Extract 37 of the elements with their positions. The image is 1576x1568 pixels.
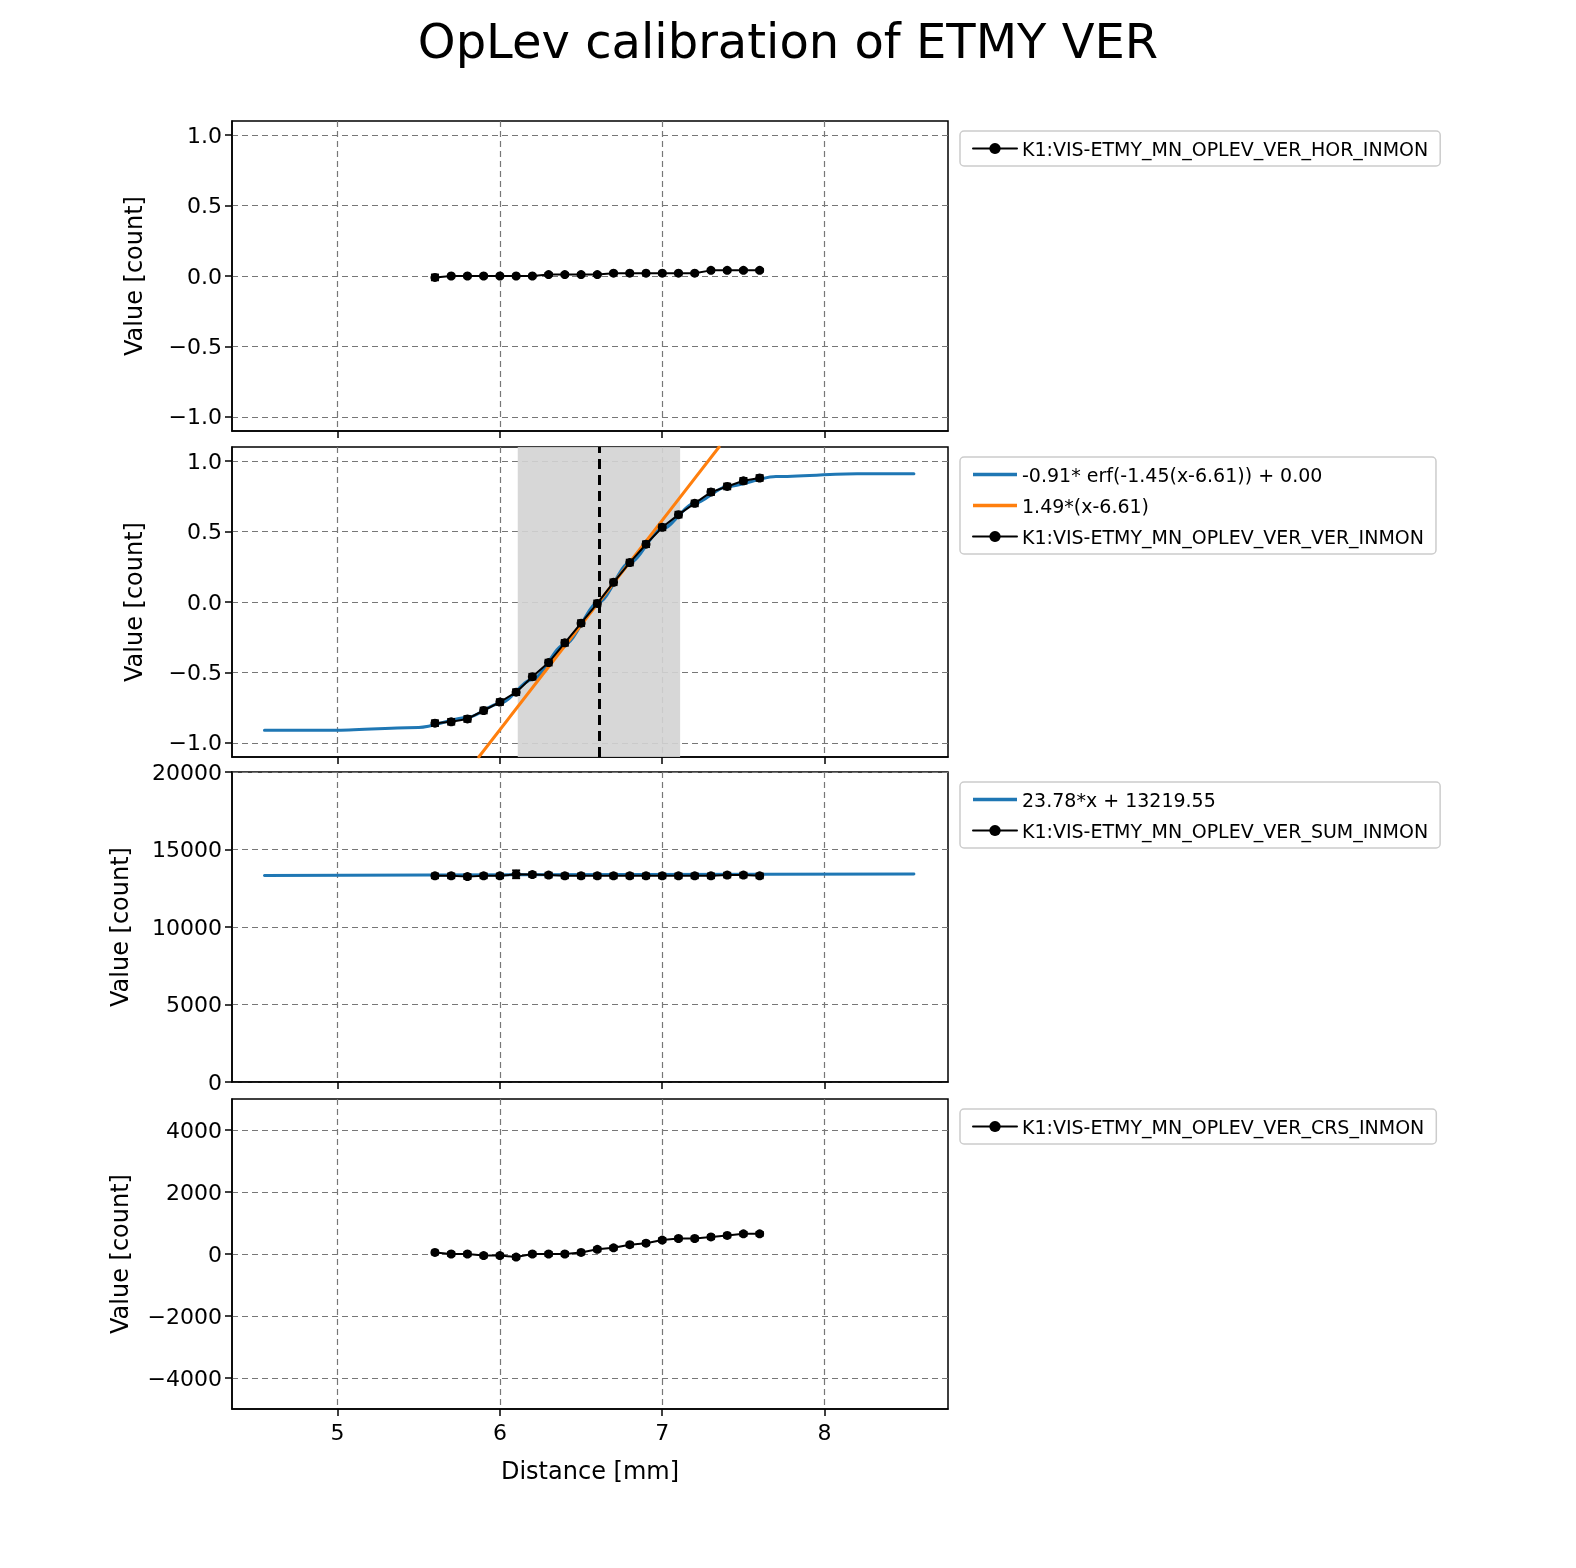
y-tick-label: 1.0 — [187, 122, 222, 148]
y-tick-label: 10000 — [152, 914, 222, 940]
y-tick-label: 15000 — [152, 837, 222, 862]
y-tick-label: 0.0 — [187, 263, 222, 289]
y-tick-label: −4000 — [147, 1365, 222, 1391]
y-tick-label: 0.5 — [187, 519, 222, 545]
y-tick-label: 0.5 — [187, 193, 222, 219]
legend-label: K1:VIS-ETMY_MN_OPLEV_VER_SUM_INMON — [1022, 819, 1429, 843]
x-axis-title: Distance [mm] — [500, 1457, 680, 1485]
y-tick-label: 2000 — [166, 1179, 222, 1205]
legend-label: 23.78*x + 13219.55 — [1022, 788, 1216, 811]
y-tick-label: −2000 — [147, 1303, 222, 1329]
y-axis-title: Value [count] — [120, 522, 148, 682]
y-axis-title: Value [count] — [106, 847, 134, 1007]
y-tick-label: 5000 — [166, 992, 222, 1017]
x-tick-label: 8 — [817, 1419, 832, 1445]
legend-label: K1:VIS-ETMY_MN_OPLEV_VER_CRS_INMON — [1022, 1115, 1425, 1139]
y-tick-label: 1.0 — [187, 448, 222, 474]
y-tick-label: −1.0 — [168, 404, 222, 430]
y-tick-label: −1.0 — [168, 730, 222, 756]
y-tick-label: 4000 — [166, 1117, 222, 1143]
y-tick-label: 0 — [208, 1069, 222, 1095]
y-tick-label: 0 — [208, 1241, 222, 1267]
y-tick-label: 0.0 — [187, 589, 222, 615]
legend-label: -0.91* erf(-1.45(x-6.61)) + 0.00 — [1022, 463, 1323, 486]
y-tick-label: −0.5 — [168, 659, 222, 685]
y-axis-title: Value [count] — [120, 196, 148, 356]
x-tick-label: 5 — [330, 1419, 345, 1445]
y-axis-title: Value [count] — [106, 1174, 134, 1334]
y-tick-label: 20000 — [152, 759, 222, 785]
x-tick-label: 7 — [655, 1419, 670, 1445]
legend-label: K1:VIS-ETMY_MN_OPLEV_VER_HOR_INMON — [1022, 137, 1429, 161]
x-tick-label: 6 — [492, 1419, 507, 1445]
chart-title: OpLev calibration of ETMY VER — [417, 13, 1159, 69]
y-tick-label: −0.5 — [168, 333, 222, 359]
legend-label: 1.49*(x-6.61) — [1022, 494, 1150, 517]
legend-label: K1:VIS-ETMY_MN_OPLEV_VER_VER_INMON — [1022, 525, 1424, 549]
